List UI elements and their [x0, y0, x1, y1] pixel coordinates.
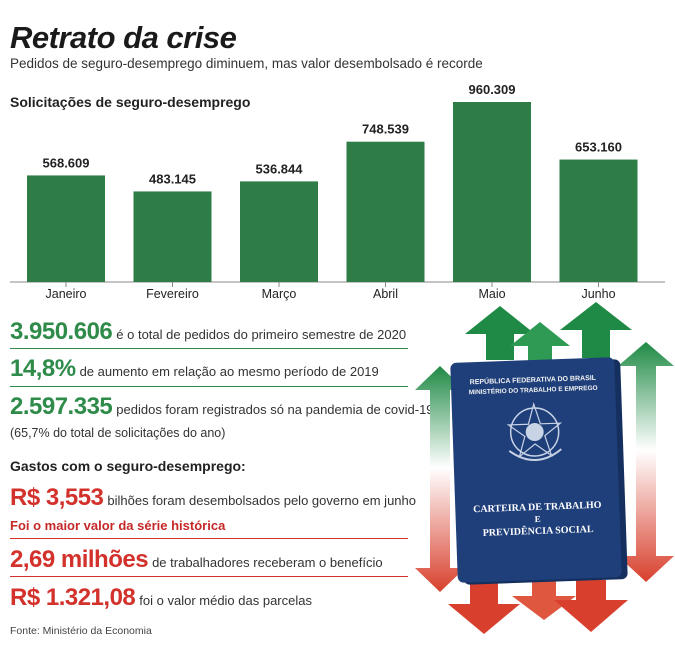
divider — [10, 348, 408, 349]
x-tick-label: Março — [262, 287, 297, 301]
stat-total: 3.950.606 é o total de pedidos do primeir… — [10, 318, 406, 346]
bar-janeiro — [27, 175, 105, 282]
spending-heading: Gastos com o seguro-desemprego: — [10, 458, 246, 474]
stat-disbursed-highlight: Foi o maior valor da série histórica — [10, 518, 226, 533]
stat-average-text: foi o valor médio das parcelas — [139, 593, 312, 608]
source-note: Fonte: Ministério da Economia — [10, 625, 152, 637]
left-arrow-icon — [415, 366, 465, 592]
data-label: 960.309 — [469, 82, 516, 97]
right-arrow-icon — [618, 342, 674, 582]
bar-março — [240, 181, 318, 282]
stat-average-value: R$ 1.321,08 — [10, 584, 136, 611]
x-tick-label: Fevereiro — [146, 287, 199, 301]
bar-fevereiro — [133, 191, 212, 282]
page-subtitle: Pedidos de seguro-desemprego diminuem, m… — [10, 56, 483, 71]
down-arrow-icon — [448, 580, 628, 634]
bar-maio — [453, 102, 531, 282]
stat-total-value: 3.950.606 — [10, 318, 113, 345]
stat-disbursed-text: bilhões foram desembolsados pelo governo… — [107, 493, 416, 508]
stat-workers-value: 2,69 milhões — [10, 546, 149, 573]
bar-chart: 568.609 Janeiro 483.145 Fevereiro 536.844 Mar… — [10, 82, 665, 301]
stat-pandemic-note: (65,7% do total de solicitações do ano) — [10, 426, 226, 440]
stat-pandemic-value: 2.597.335 — [10, 393, 113, 420]
x-tick-label: Janeiro — [46, 287, 87, 301]
stat-increase-value: 14,8% — [10, 355, 76, 382]
x-tick-label: Junho — [581, 287, 615, 301]
chart-title: Solicitações de seguro-desemprego — [10, 94, 251, 110]
bar-junho — [559, 159, 638, 282]
coat-of-arms-icon — [506, 401, 563, 462]
work-card-booklet-icon: REPÚBLICA FEDERATIVA DO BRASIL MINISTÉRI… — [450, 357, 628, 585]
stat-average: R$ 1.321,08 foi o valor médio das parcela… — [10, 584, 312, 612]
up-arrow-icon — [465, 302, 632, 366]
divider — [10, 386, 408, 387]
x-tick-label: Maio — [478, 287, 505, 301]
divider — [10, 538, 408, 539]
stat-disbursed-value: R$ 3,553 — [10, 484, 104, 511]
stat-increase: 14,8% de aumento em relação ao mesmo perí… — [10, 355, 379, 383]
bar-abril — [346, 141, 425, 282]
stat-workers: 2,69 milhões de trabalhadores receberam o… — [10, 546, 383, 574]
stat-workers-text: de trabalhadores receberam o benefício — [152, 555, 383, 570]
stat-increase-text: de aumento em relação ao mesmo período d… — [79, 364, 379, 379]
data-label: 748.539 — [362, 122, 409, 137]
data-label: 653.160 — [575, 140, 622, 155]
stat-disbursed: R$ 3,553 bilhões foram desembolsados pelo… — [10, 484, 416, 512]
data-label: 568.609 — [43, 155, 90, 170]
data-label: 536.844 — [256, 161, 304, 176]
booklet-title2: E — [535, 514, 541, 524]
booklet-title1: CARTEIRA DE TRABALHO — [473, 500, 602, 515]
stat-pandemic-text: pedidos foram registrados só na pandemia… — [116, 402, 434, 417]
booklet-title3: PREVIDÊNCIA SOCIAL — [483, 523, 595, 539]
stat-total-text: é o total de pedidos do primeiro semestr… — [116, 327, 407, 342]
page-title: Retrato da crise — [10, 20, 237, 55]
illustration: REPÚBLICA FEDERATIVA DO BRASIL MINISTÉRI… — [415, 302, 674, 634]
data-label: 483.145 — [149, 171, 196, 186]
divider — [10, 576, 408, 577]
stat-pandemic: 2.597.335 pedidos foram registrados só na… — [10, 393, 434, 421]
x-tick-label: Abril — [373, 287, 398, 301]
